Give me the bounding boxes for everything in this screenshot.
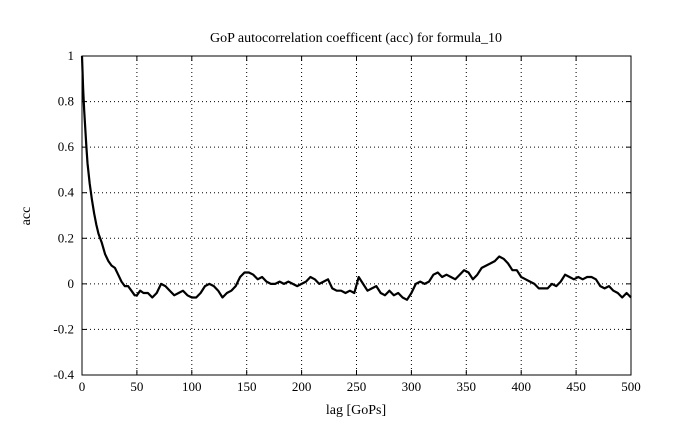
- x-tick-label: 500: [621, 379, 641, 394]
- x-tick-label: 250: [347, 379, 367, 394]
- x-tick-label: 350: [457, 379, 477, 394]
- y-tick-label: 0.2: [58, 230, 74, 245]
- x-tick-label: 200: [292, 379, 312, 394]
- y-tick-label: -0.4: [53, 367, 74, 382]
- x-tick-label: 0: [79, 379, 86, 394]
- y-axis-label: acc: [19, 207, 34, 226]
- y-tick-label: 0.6: [58, 139, 75, 154]
- x-axis-label: lag [GoPs]: [326, 403, 386, 418]
- y-tick-label: 0.4: [58, 185, 75, 200]
- y-tick-label: 0: [68, 276, 75, 291]
- x-tick-label: 150: [237, 379, 257, 394]
- chart-title: GoP autocorrelation coefficent (acc) for…: [210, 31, 502, 46]
- x-tick-label: 50: [130, 379, 143, 394]
- x-tick-label: 100: [182, 379, 202, 394]
- y-tick-label: 1: [68, 48, 75, 63]
- ticks: 0 50 100 150 200 250 300 350 400 450 500 -0.4 -0.2 0 0…: [53, 48, 640, 394]
- grid: [82, 56, 631, 375]
- series-layer: [80, 55, 632, 301]
- x-tick-label: 300: [402, 379, 422, 394]
- series-line: [80, 55, 632, 301]
- plot-frame: [81, 55, 632, 376]
- x-tick-label: 400: [511, 379, 531, 394]
- y-tick-label: 0.8: [58, 94, 74, 109]
- x-tick-label: 450: [566, 379, 586, 394]
- y-tick-label: -0.2: [53, 321, 74, 336]
